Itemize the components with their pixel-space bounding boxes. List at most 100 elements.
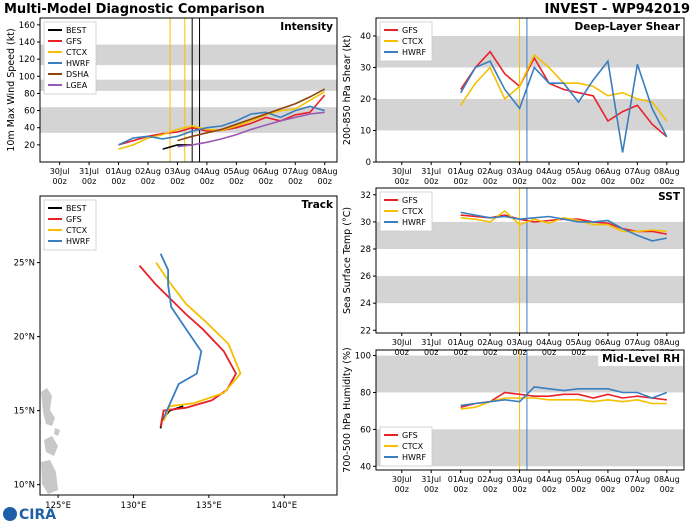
series-line [460,50,668,138]
logo-text: CIRA [19,507,56,523]
series-line [177,111,325,148]
x-tick-label: 03Aug 00z [507,167,533,186]
y-tick-label: 15°N [14,407,35,417]
legend-label: CTCX [66,48,88,57]
panel-title-box [570,19,683,34]
panel-title: SST [658,191,681,203]
x-tick-label: 01Aug 00z [448,338,474,357]
x-tick-label: 03Aug 00z [507,475,533,494]
y-tick-label: 40 [360,462,371,472]
y-axis-label: 200-850 hPa Shear (kt) [342,35,353,145]
y-tick-label: 30 [360,63,371,73]
y-tick-label: 20°N [14,333,35,343]
x-tick-label: 140°E [271,501,297,511]
y-tick-label: 40 [24,124,35,134]
x-tick-label: 125°E [45,501,71,511]
legend-label: GFS [66,37,82,46]
band [40,79,337,91]
y-tick-label: 24 [360,299,371,309]
y-tick-label: 160 [19,21,35,31]
legend-label: HWRF [66,59,90,68]
y-tick-label: 80 [360,388,371,398]
x-tick-label: 04Aug 00z [536,475,562,494]
legend-label: GFS [402,26,418,35]
panel-title: Intensity [280,21,333,33]
axes-frame [375,17,685,163]
x-tick-label: 30Jul 00z [50,167,70,186]
x-tick-label: 135°E [196,501,222,511]
x-tick-label: 05Aug 00z [566,167,592,186]
x-tick-label: 30Jul 00z [392,338,412,357]
storm-name: INVEST - WP942019 [545,2,690,17]
legend-box [43,21,97,95]
landmass [41,388,55,426]
logo: CIRA [3,507,56,523]
landmass [54,428,60,436]
y-tick-label: 25°N [14,259,35,269]
x-tick-label: 05Aug 00z [566,475,592,494]
legend-label: HWRF [402,218,426,227]
track-line [155,262,242,422]
y-tick-label: 60 [360,425,371,435]
y-tick-label: 28 [360,245,371,255]
y-tick-label: 0 [366,158,371,168]
y-tick-label: 60 [24,107,35,117]
series-line [460,386,668,407]
legend-label: CTCX [402,442,424,451]
legend-label: BEST [66,26,87,35]
y-axis-label: 10m Max Wind Speed (kt) [6,28,17,151]
legend-label: CTCX [66,226,88,235]
y-tick-label: 140 [19,38,35,48]
x-tick-label: 04Aug 00z [536,167,562,186]
legend-label: LGEA [66,81,88,90]
y-tick-label: 80 [24,89,35,99]
legend-label: BEST [66,204,87,213]
x-tick-label: 04Aug 00z [194,167,220,186]
axes-frame [375,187,685,334]
x-tick-label: 05Aug 00z [223,167,249,186]
y-tick-label: 10 [360,126,371,136]
panel-title-box [654,189,683,204]
y-tick-label: 10°N [14,481,35,491]
track-line [159,253,203,419]
figure-title: Multi-Model Diagnostic Comparison [4,2,265,17]
series-line [460,391,667,408]
panel-title: Mid-Level RH [602,353,680,365]
y-tick-label: 30 [360,218,371,228]
logo-icon [3,507,17,521]
landmass [44,436,58,456]
x-tick-label: 130°E [121,501,147,511]
x-tick-label: 01Aug 00z [448,475,474,494]
x-tick-label: 30Jul 00z [392,475,412,494]
x-tick-label: 02Aug 00z [477,167,503,186]
legend-label: GFS [402,431,418,440]
y-tick-label: 20 [24,141,35,151]
series-line [177,88,326,142]
y-tick-label: 22 [360,326,371,336]
x-tick-label: 31Jul 00z [421,167,441,186]
panel-title-box [297,197,336,212]
band [376,276,684,304]
y-tick-label: 32 [360,191,371,201]
legend-label: GFS [66,215,82,224]
track-line [138,265,238,428]
y-axis-label: 700-500 hPa Humidity (%) [342,347,353,472]
x-tick-label: 01Aug 00z [448,167,474,186]
legend-label: CTCX [402,37,424,46]
x-tick-label: 05Aug 00z [566,338,592,357]
y-axis-label: Sea Surface Temp (°C) [342,207,353,314]
x-tick-label: 31Jul 00z [79,167,99,186]
band [40,44,337,66]
series-line [118,105,325,146]
y-tick-label: 120 [19,55,35,65]
panel-title: Deep-Layer Shear [574,21,680,33]
y-tick-label: 100 [355,352,371,362]
x-tick-label: 30Jul 00z [392,167,412,186]
legend-label: DSHA [66,70,89,79]
